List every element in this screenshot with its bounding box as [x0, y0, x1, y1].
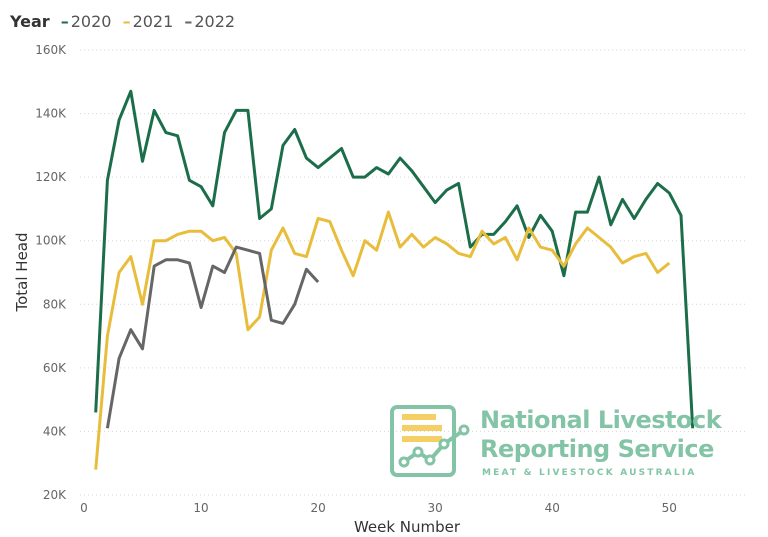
- legend-label-2021: 2021: [132, 12, 174, 31]
- x-tick-label: 30: [428, 501, 443, 515]
- series-line-2021[interactable]: [94, 210, 671, 470]
- y-tick-label: 160K: [35, 43, 67, 57]
- y-tick-label: 60K: [43, 361, 67, 375]
- x-tick-label: 50: [662, 501, 677, 515]
- x-tick-label: 40: [545, 501, 560, 515]
- y-axis-title: Total Head: [13, 232, 31, 312]
- y-tick-label: 40K: [43, 424, 67, 438]
- legend-item-2022[interactable]: –2022: [184, 12, 235, 31]
- legend-item-2021[interactable]: –2021: [123, 12, 174, 31]
- legend-swatch-2021: –: [122, 12, 131, 31]
- chart-legend: Year –2020 –2021 –2022: [10, 12, 241, 31]
- y-tick-label: 140K: [35, 107, 67, 121]
- y-tick-label: 120K: [35, 170, 67, 184]
- series-lines: [94, 89, 695, 470]
- report-chart-icon: [390, 405, 470, 477]
- x-axis-title: Week Number: [354, 518, 461, 536]
- x-tick-label: 20: [310, 501, 325, 515]
- logo-line-2: Reporting Service: [480, 435, 714, 463]
- y-tick-label: 80K: [43, 297, 67, 311]
- legend-swatch-2022: –: [184, 12, 193, 31]
- legend-title: Year: [10, 12, 50, 31]
- series-line-2020[interactable]: [94, 89, 695, 429]
- y-tick-label: 20K: [43, 488, 67, 502]
- grid-lines: [80, 49, 745, 496]
- y-tick-label: 100K: [35, 234, 67, 248]
- y-axis-ticks: 20K 40K 60K 80K 100K 120K 140K 160K: [35, 43, 67, 502]
- legend-label-2022: 2022: [194, 12, 236, 31]
- x-tick-label: 10: [193, 501, 208, 515]
- legend-swatch-2020: –: [60, 12, 69, 31]
- x-axis-ticks: 0 10 20 30 40 50: [80, 501, 677, 515]
- legend-label-2020: 2020: [70, 12, 112, 31]
- logo-line-1: National Livestock: [480, 406, 722, 434]
- x-tick-label: 0: [80, 501, 88, 515]
- series-line-2022[interactable]: [105, 245, 320, 429]
- legend-item-2020[interactable]: –2020: [61, 12, 112, 31]
- nlrs-logo: National Livestock Reporting Service MEA…: [388, 404, 748, 484]
- logo-line-3: MEAT & LIVESTOCK AUSTRALIA: [482, 468, 697, 478]
